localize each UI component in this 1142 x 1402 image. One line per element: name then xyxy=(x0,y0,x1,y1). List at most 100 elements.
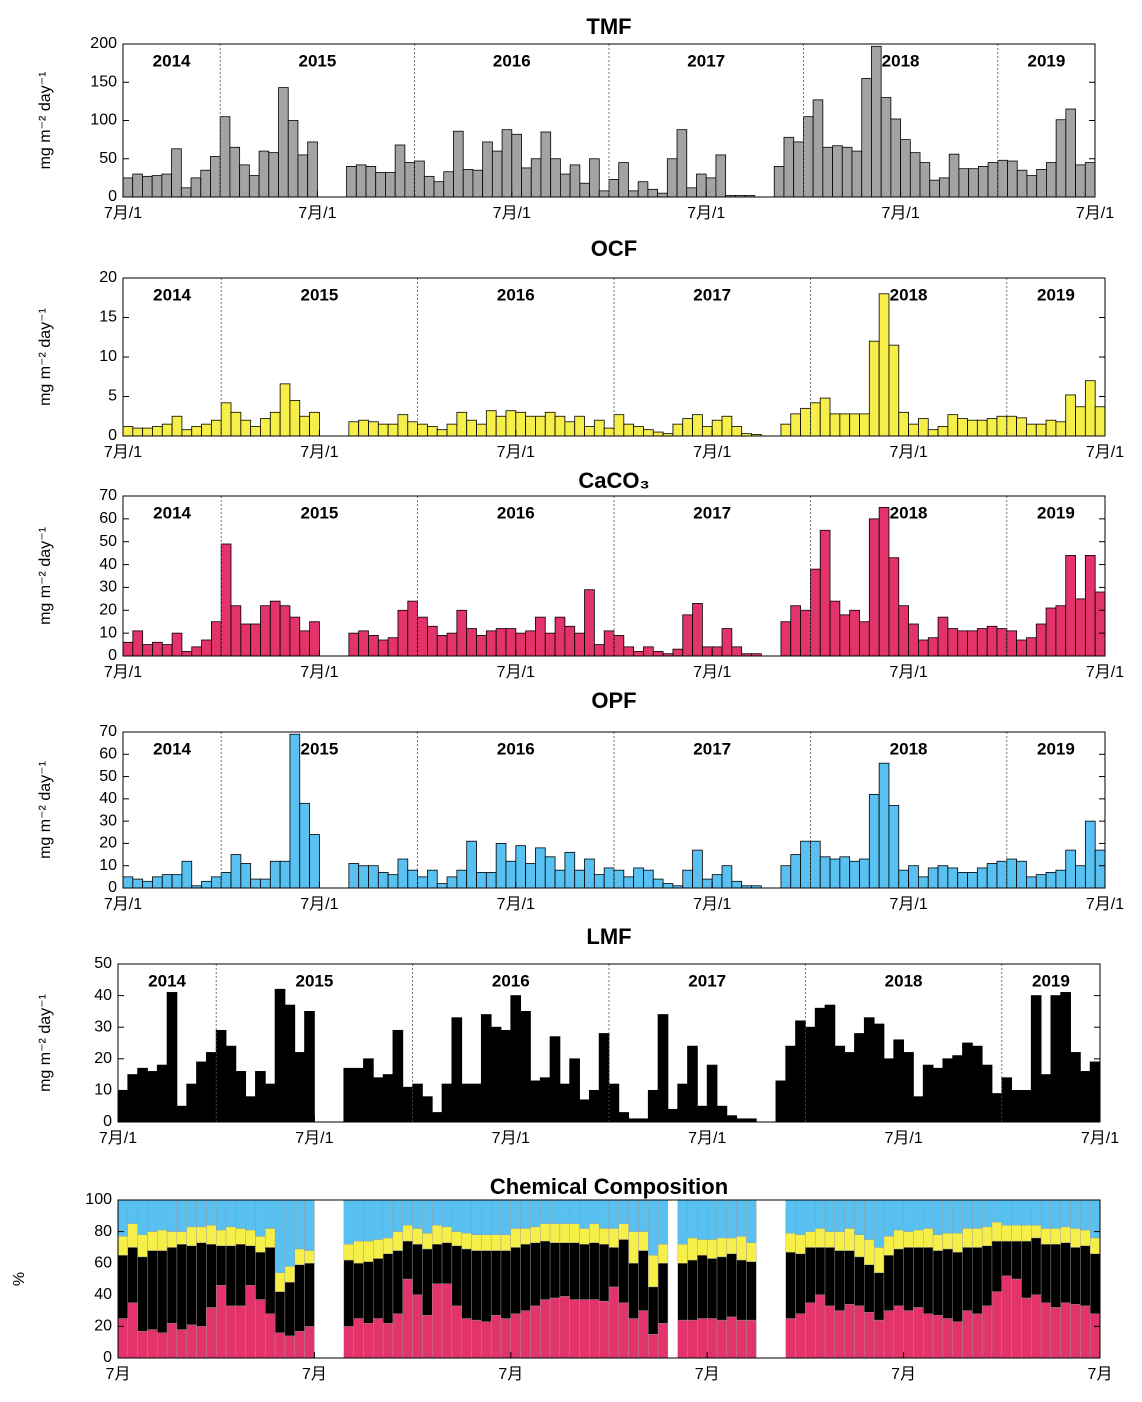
bar-segment xyxy=(265,1313,276,1359)
bar-segment xyxy=(412,1244,423,1295)
bar xyxy=(132,630,144,657)
bar xyxy=(976,628,988,657)
bar-segment xyxy=(225,1245,237,1307)
bar xyxy=(1079,1071,1091,1123)
bar xyxy=(476,635,487,657)
bar-segment xyxy=(520,1310,531,1359)
bar-segment xyxy=(373,1239,384,1259)
bar xyxy=(250,623,261,657)
bar xyxy=(657,192,668,198)
bar xyxy=(696,1105,708,1123)
bar xyxy=(156,1064,168,1123)
bar xyxy=(394,144,406,198)
bar-segment xyxy=(127,1247,138,1303)
bar-segment xyxy=(294,1199,305,1250)
bar-segment xyxy=(824,1199,836,1232)
bar xyxy=(181,860,193,889)
bar-segment xyxy=(785,1199,796,1234)
bar xyxy=(461,1083,472,1123)
bar-segment xyxy=(353,1262,364,1319)
bar-segment xyxy=(746,1199,757,1243)
bar xyxy=(382,1074,394,1123)
bar-segment xyxy=(657,1244,669,1264)
bar-segment xyxy=(834,1310,845,1359)
bar-segment xyxy=(1070,1247,1081,1305)
bar-segment xyxy=(795,1253,806,1314)
bar-segment xyxy=(490,1250,502,1316)
x-tick-label: 7月/1 xyxy=(1081,1130,1119,1147)
bar-segment xyxy=(844,1250,855,1305)
bar-segment xyxy=(530,1199,541,1228)
bar-segment xyxy=(913,1229,924,1248)
bar-segment xyxy=(392,1231,403,1251)
bar xyxy=(1084,820,1096,889)
bar-segment xyxy=(353,1240,364,1264)
bar-segment xyxy=(589,1223,600,1243)
year-label: 2016 xyxy=(497,503,535,522)
bar xyxy=(810,840,821,889)
bar xyxy=(706,1064,718,1123)
x-tick-label: 7月/1 xyxy=(693,444,731,461)
bar xyxy=(433,181,445,198)
bar-segment xyxy=(471,1250,482,1321)
y-tick-label: 60 xyxy=(94,1254,112,1271)
bar-segment xyxy=(176,1244,187,1330)
bar xyxy=(851,150,863,198)
bar xyxy=(1075,164,1086,198)
bar xyxy=(652,431,664,437)
bar-segment xyxy=(422,1232,433,1250)
bar xyxy=(485,410,497,437)
bar xyxy=(520,1011,531,1123)
bar xyxy=(122,426,134,437)
bar-segment xyxy=(137,1256,148,1332)
bar xyxy=(643,646,654,657)
bar-segment xyxy=(274,1272,286,1292)
bar-segment xyxy=(569,1199,580,1224)
bar-segment xyxy=(481,1321,492,1359)
x-tick-label: 7月/1 xyxy=(1086,896,1124,913)
bar-segment xyxy=(736,1236,747,1261)
y-tick-label: 0 xyxy=(108,647,117,664)
bar xyxy=(181,651,193,657)
bar xyxy=(161,874,173,889)
bar-segment xyxy=(1080,1305,1091,1359)
bar xyxy=(692,603,703,657)
bar-segment xyxy=(490,1234,502,1251)
bar xyxy=(225,1045,237,1123)
bar-segment xyxy=(235,1228,246,1245)
bar xyxy=(387,637,399,657)
bar xyxy=(692,849,703,889)
bar-segment xyxy=(353,1199,364,1242)
bar xyxy=(1065,108,1076,198)
bar xyxy=(919,162,931,198)
bar-segment xyxy=(432,1244,443,1284)
bar-segment xyxy=(1031,1199,1042,1226)
bar xyxy=(643,429,654,437)
bar xyxy=(485,872,497,889)
bar-segment xyxy=(206,1307,217,1359)
bar xyxy=(245,1096,256,1123)
bar xyxy=(868,518,880,657)
bar xyxy=(569,1058,580,1123)
bar xyxy=(1016,169,1028,198)
bar-segment xyxy=(854,1199,865,1235)
bar xyxy=(1070,1052,1081,1123)
bar-segment xyxy=(883,1255,894,1311)
bar xyxy=(795,1020,806,1123)
bar-segment xyxy=(716,1256,728,1321)
bar xyxy=(888,805,900,889)
bar-segment xyxy=(363,1323,374,1359)
bar-segment xyxy=(549,1297,561,1359)
bar-segment xyxy=(677,1199,688,1245)
bar xyxy=(701,426,713,437)
x-tick-label: 7月/1 xyxy=(693,664,731,681)
bar-segment xyxy=(834,1199,845,1232)
y-tick-label: 0 xyxy=(108,879,117,896)
bar-segment xyxy=(991,1240,1002,1292)
bar xyxy=(873,1023,885,1123)
bar-segment xyxy=(707,1239,718,1259)
bar xyxy=(511,133,522,198)
bar xyxy=(417,423,428,437)
bar xyxy=(495,843,507,889)
bar-segment xyxy=(422,1199,433,1234)
